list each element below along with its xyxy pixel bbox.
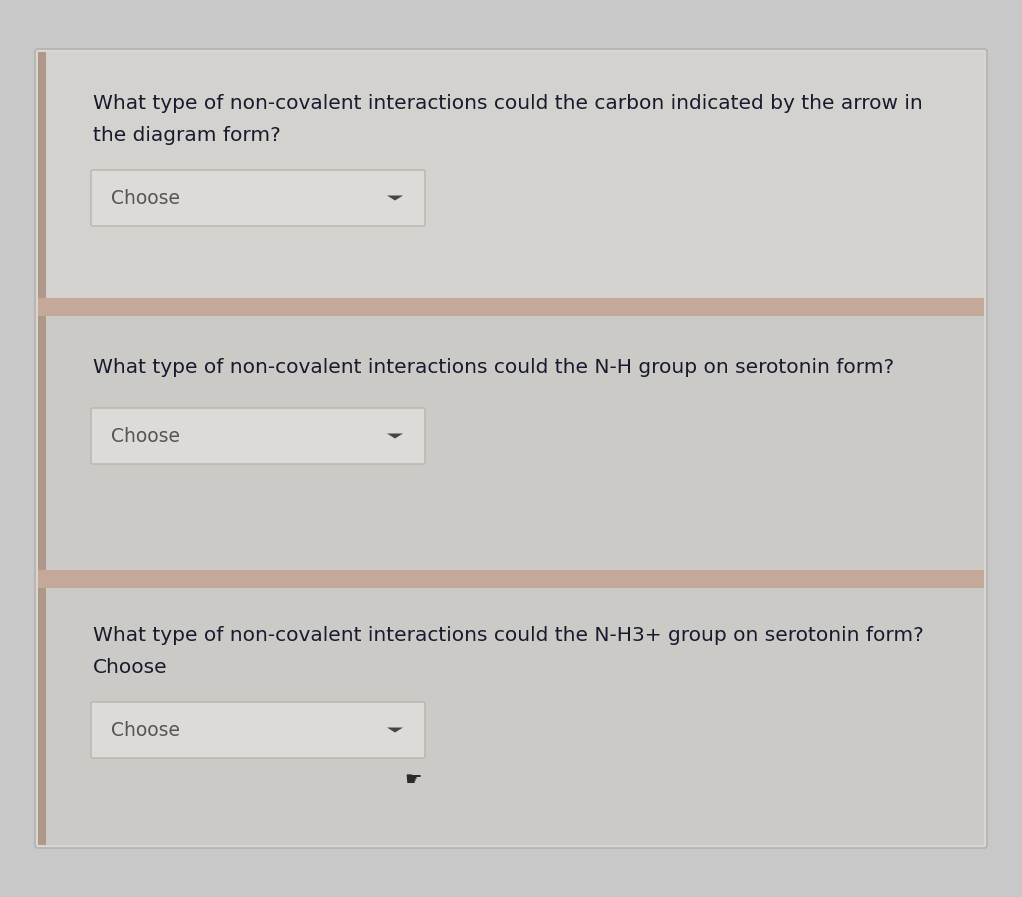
Text: What type of non-covalent interactions could the carbon indicated by the arrow i: What type of non-covalent interactions c… [93,94,923,113]
Bar [46,52,984,298]
Text: the diagram form?: the diagram form? [93,126,281,145]
Polygon shape [387,196,403,201]
Text: ☛: ☛ [405,770,422,789]
FancyBboxPatch shape [91,408,425,464]
Bar [46,588,984,845]
FancyBboxPatch shape [91,702,425,758]
FancyBboxPatch shape [35,49,987,848]
Bar [46,316,984,570]
Polygon shape [387,433,403,439]
Text: Choose: Choose [93,658,168,677]
Text: Choose: Choose [111,426,180,446]
Bar [38,298,984,316]
Text: Choose: Choose [111,720,180,739]
FancyBboxPatch shape [91,170,425,226]
Bar [38,570,984,588]
Polygon shape [387,727,403,733]
Text: What type of non-covalent interactions could the N-H group on serotonin form?: What type of non-covalent interactions c… [93,358,894,377]
Text: Choose: Choose [111,188,180,207]
Bar [38,52,46,845]
Text: What type of non-covalent interactions could the N-H3+ group on serotonin form?: What type of non-covalent interactions c… [93,626,924,645]
